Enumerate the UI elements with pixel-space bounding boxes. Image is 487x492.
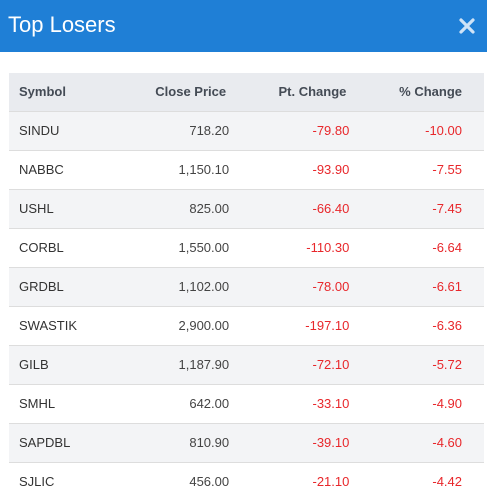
table-row[interactable]: SINDU 718.20 -79.80 -10.00 [9, 110, 484, 150]
cell-pt-change: -39.10 [229, 422, 350, 462]
cell-pt-change: -78.00 [229, 266, 350, 306]
cell-symbol: SINDU [9, 110, 117, 150]
cell-pt-change: -66.40 [229, 188, 350, 228]
cell-symbol: SMHL [9, 383, 117, 423]
cell-close-price: 825.00 [116, 188, 230, 228]
cell-pt-change: -197.10 [229, 305, 350, 345]
cell-pt-change: -72.10 [229, 344, 350, 384]
table-row[interactable]: GRDBL 1,102.00 -78.00 -6.61 [9, 266, 484, 306]
cell-close-price: 718.20 [116, 110, 230, 150]
cell-symbol: NABBC [9, 149, 117, 189]
cell-pct-change: -10.00 [349, 110, 484, 150]
table-row[interactable]: SJLIC 456.00 -21.10 -4.42 [9, 461, 484, 492]
cell-symbol: GRDBL [9, 266, 117, 306]
cell-pct-change: -6.61 [349, 266, 484, 306]
cell-pct-change: -6.64 [349, 227, 484, 267]
cell-pt-change: -93.90 [229, 149, 350, 189]
column-header-symbol[interactable]: Symbol [19, 84, 66, 100]
cell-close-price: 1,150.10 [116, 149, 230, 189]
close-button[interactable] [458, 17, 476, 35]
cell-pct-change: -6.36 [349, 305, 484, 345]
cell-close-price: 1,102.00 [116, 266, 230, 306]
cell-symbol: SWASTIK [9, 305, 117, 345]
close-icon [459, 18, 475, 34]
cell-close-price: 810.90 [116, 422, 230, 462]
cell-symbol: SJLIC [9, 461, 117, 492]
table-row[interactable]: GILB 1,187.90 -72.10 -5.72 [9, 344, 484, 384]
cell-close-price: 2,900.00 [116, 305, 230, 345]
cell-close-price: 1,187.90 [116, 344, 230, 384]
cell-pct-change: -7.45 [349, 188, 484, 228]
column-header-pct-change[interactable]: % Change [399, 84, 462, 100]
cell-close-price: 1,550.00 [116, 227, 230, 267]
cell-pct-change: -7.55 [349, 149, 484, 189]
cell-pct-change: -4.42 [349, 461, 484, 492]
cell-symbol: CORBL [9, 227, 117, 267]
cell-pt-change: -21.10 [229, 461, 350, 492]
table-row[interactable]: NABBC 1,150.10 -93.90 -7.55 [9, 149, 484, 189]
table-row[interactable]: USHL 825.00 -66.40 -7.45 [9, 188, 484, 228]
cell-close-price: 642.00 [116, 383, 230, 423]
losers-table: Symbol Close Price Pt. Change % Change S… [9, 73, 484, 492]
table-row[interactable]: SMHL 642.00 -33.10 -4.90 [9, 383, 484, 423]
cell-pct-change: -4.60 [349, 422, 484, 462]
cell-pt-change: -79.80 [229, 110, 350, 150]
cell-pt-change: -33.10 [229, 383, 350, 423]
cell-pct-change: -4.90 [349, 383, 484, 423]
losers-table-container: Symbol Close Price Pt. Change % Change S… [9, 73, 484, 492]
cell-symbol: USHL [9, 188, 117, 228]
modal-header: Top Losers [0, 0, 487, 52]
column-header-close-price[interactable]: Close Price [155, 84, 227, 100]
table-row[interactable]: SAPDBL 810.90 -39.10 -4.60 [9, 422, 484, 462]
table-row[interactable]: SWASTIK 2,900.00 -197.10 -6.36 [9, 305, 484, 345]
cell-symbol: SAPDBL [9, 422, 117, 462]
cell-symbol: GILB [9, 344, 117, 384]
table-header-row: Symbol Close Price Pt. Change % Change [9, 73, 484, 111]
column-header-pt-change[interactable]: Pt. Change [278, 84, 347, 100]
cell-close-price: 456.00 [116, 461, 230, 492]
cell-pct-change: -5.72 [349, 344, 484, 384]
modal-title: Top Losers [8, 12, 116, 37]
cell-pt-change: -110.30 [229, 227, 350, 267]
table-row[interactable]: CORBL 1,550.00 -110.30 -6.64 [9, 227, 484, 267]
